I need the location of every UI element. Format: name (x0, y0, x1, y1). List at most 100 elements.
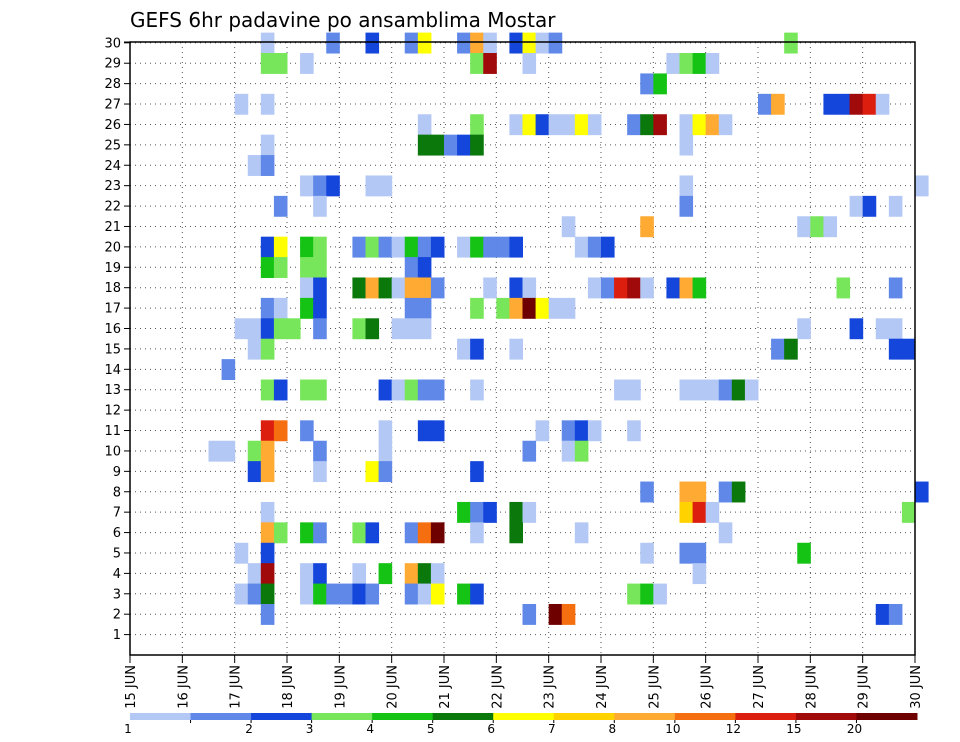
data-cell (810, 216, 824, 238)
data-cell (430, 583, 445, 605)
data-cell (640, 583, 654, 605)
data-cell (522, 440, 537, 462)
y-tick-label: 18 (104, 281, 121, 296)
data-cell (653, 583, 667, 605)
x-tick-label: 23 JUN (543, 665, 558, 709)
data-cell (260, 134, 275, 156)
data-cell (234, 93, 249, 115)
colorbar-label: 8 (608, 722, 616, 736)
data-cell (430, 420, 445, 442)
data-cell (300, 53, 314, 74)
data-cell (692, 563, 707, 585)
x-tick-label: 17 JUN (229, 665, 244, 709)
data-cell (509, 236, 523, 258)
colorbar-swatch (674, 713, 736, 720)
data-cell (771, 338, 785, 360)
data-cell (260, 236, 275, 258)
x-tick-label: 19 JUN (333, 665, 348, 709)
data-cell (260, 32, 275, 54)
data-cell (457, 338, 471, 360)
data-cell (234, 318, 249, 340)
data-cell (522, 53, 537, 74)
data-cell (313, 522, 327, 544)
data-cell (601, 277, 615, 299)
data-cell (444, 134, 458, 156)
data-cell (313, 297, 327, 319)
data-cell (718, 379, 733, 401)
data-cell (470, 461, 484, 483)
data-cell (300, 175, 314, 197)
data-cell (300, 583, 314, 605)
data-cell (627, 420, 641, 442)
data-cell (614, 277, 628, 299)
data-cell (522, 32, 537, 54)
data-cell (509, 501, 523, 523)
data-cell (260, 420, 275, 442)
y-tick-label: 1 (113, 628, 121, 643)
data-cell (888, 277, 903, 299)
data-cell (404, 563, 419, 585)
data-cell (797, 542, 811, 564)
x-tick-label: 22 JUN (490, 665, 505, 709)
data-cell (470, 53, 484, 74)
data-cell (496, 297, 510, 319)
data-cell (627, 379, 641, 401)
colorbar-label: 7 (548, 722, 556, 736)
data-cell (260, 542, 275, 564)
colorbar-swatch (432, 713, 494, 720)
data-cell (509, 277, 523, 299)
data-cell (836, 277, 851, 299)
data-cell (273, 236, 288, 258)
data-cell (705, 379, 720, 401)
x-tick-label: 29 JUN (857, 665, 872, 709)
colorbar-label: 5 (427, 722, 435, 736)
data-cell (417, 563, 432, 585)
x-tick-label: 15 JUN (124, 665, 139, 709)
data-cell (260, 440, 275, 462)
data-cell (614, 379, 628, 401)
data-cell (915, 481, 929, 503)
data-cell (365, 583, 380, 605)
data-cell (339, 583, 353, 605)
data-cell (627, 114, 641, 136)
data-cell (417, 32, 432, 54)
colorbar-label: 3 (306, 722, 314, 736)
data-cell (705, 114, 720, 136)
data-cell (627, 277, 641, 299)
data-cell (470, 134, 484, 156)
data-cell (679, 175, 694, 197)
data-cell (483, 53, 497, 74)
data-cell (758, 93, 772, 115)
y-tick-label: 5 (113, 546, 121, 561)
data-cell (640, 481, 654, 503)
data-cell (417, 257, 432, 278)
data-cell (561, 440, 576, 462)
data-cell (260, 563, 275, 585)
data-cell (784, 338, 798, 360)
data-cell (522, 603, 537, 625)
data-cell (875, 318, 890, 340)
data-cell (260, 379, 275, 401)
data-cell (470, 236, 484, 258)
colorbar-label: 6 (487, 722, 495, 736)
data-cell (574, 236, 589, 258)
data-cell (404, 522, 419, 544)
data-cell (430, 379, 445, 401)
data-cell (679, 195, 694, 217)
data-cell (653, 114, 667, 136)
data-cell (679, 53, 694, 74)
data-cell (888, 195, 903, 217)
data-cell (300, 563, 314, 585)
colorbar-swatch (190, 713, 252, 720)
data-cell (509, 297, 523, 319)
data-cell (404, 379, 419, 401)
data-cell (273, 318, 288, 340)
data-cell (679, 501, 694, 523)
data-cell (574, 420, 589, 442)
data-cell (548, 32, 563, 54)
data-cell (352, 318, 366, 340)
data-cell (470, 501, 484, 523)
data-cell (797, 318, 811, 340)
data-cell (417, 420, 432, 442)
